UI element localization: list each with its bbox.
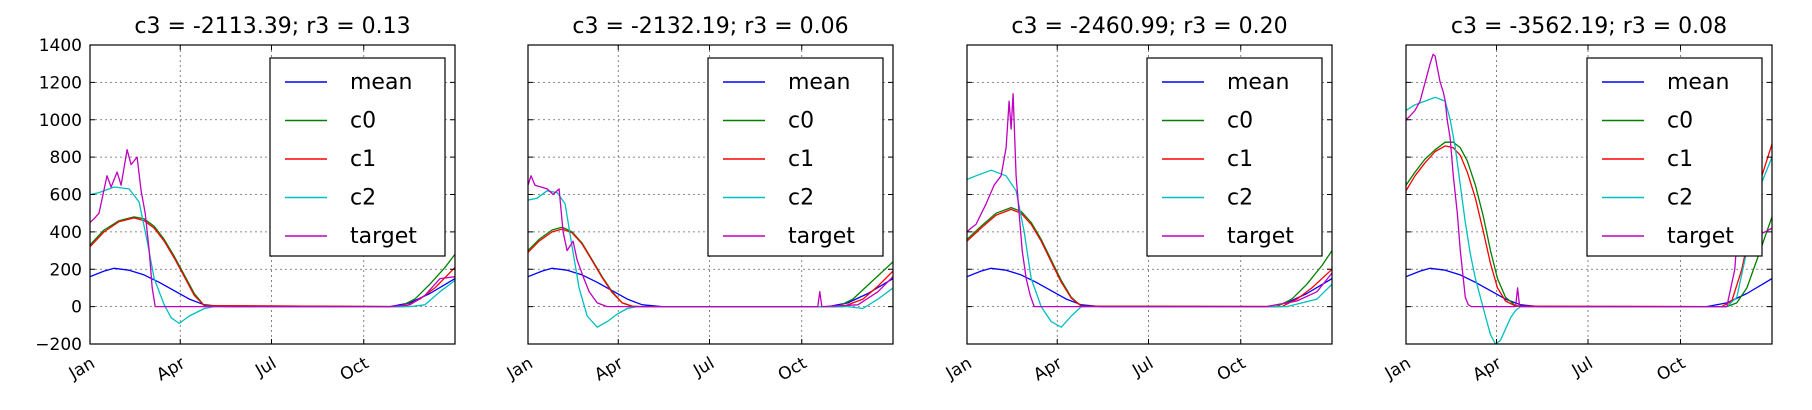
series-line-c1: [528, 228, 893, 308]
y-tick-label: 0: [71, 298, 82, 318]
legend-label-mean: mean: [1667, 70, 1729, 95]
x-tick-label: Oct: [1654, 353, 1690, 385]
legend-label-c2: c2: [1227, 186, 1253, 211]
legend-label-mean: mean: [350, 70, 412, 95]
legend: mean c0 c1 c2 target: [1146, 57, 1323, 257]
x-tick-label: Oct: [1214, 353, 1250, 385]
series-line-c2: [967, 169, 1332, 328]
legend-box: [269, 57, 446, 257]
y-tick-label: 1400: [39, 36, 82, 56]
series-line-c0: [90, 216, 455, 308]
legend-label-c2: c2: [788, 186, 814, 211]
legend-label-c1: c1: [1227, 147, 1253, 172]
series-line-mean: [967, 267, 1332, 308]
legend-label-target: target: [1667, 224, 1734, 249]
series-line-c0: [1406, 141, 1772, 308]
legend-box: [1146, 57, 1323, 257]
series-line-c2: [528, 190, 893, 328]
y-tick-label: 600: [50, 186, 82, 206]
chart-panel-3: Jan Apr Jul Oct c3 = -2460.99; r3 = 0.20 mean…: [942, 14, 1333, 385]
legend: mean c0 c1 c2 target: [1586, 57, 1763, 257]
series-line-c2: [90, 186, 455, 325]
series-line-c1: [1406, 143, 1772, 308]
chart-title: c3 = -3562.19; r3 = 0.08: [1451, 14, 1727, 39]
chart-panel-4: Jan Apr Jul Oct c3 = -3562.19; r3 = 0.08 mean…: [1381, 14, 1773, 385]
x-tick-label: Jul: [251, 353, 280, 381]
series-line-target: [90, 149, 455, 308]
legend-label-mean: mean: [1227, 70, 1289, 95]
x-tick-label: Jan: [503, 353, 537, 384]
legend-label-c0: c0: [1227, 109, 1253, 134]
x-tick-label: Jul: [689, 353, 718, 381]
chart-title: c3 = -2132.19; r3 = 0.06: [572, 14, 848, 39]
legend-label-c2: c2: [350, 186, 376, 211]
y-tick-label: 800: [50, 148, 82, 168]
series-line-mean: [90, 267, 455, 308]
legend-label-c1: c1: [788, 147, 814, 172]
x-tick-label: Jan: [65, 353, 99, 384]
legend-label-c0: c0: [350, 109, 376, 134]
x-tick-label: Apr: [591, 353, 626, 385]
legend-box: [1586, 57, 1763, 257]
chart-title: c3 = -2113.39; r3 = 0.13: [134, 14, 410, 39]
y-tick-label: 1000: [39, 111, 82, 131]
legend-label-c1: c1: [1667, 147, 1693, 172]
x-tick-label: Apr: [1030, 353, 1065, 385]
legend: mean c0 c1 c2 target: [707, 57, 884, 257]
x-tick-label: Jul: [1568, 353, 1597, 381]
legend-label-target: target: [350, 224, 417, 249]
x-tick-label: Jan: [1381, 353, 1415, 384]
legend-label-c1: c1: [350, 147, 376, 172]
x-tick-label: Apr: [1470, 353, 1505, 385]
legend-label-c0: c0: [1667, 109, 1693, 134]
legend-label-target: target: [1227, 224, 1294, 249]
y-tick-label: 200: [50, 260, 82, 280]
series-line-target: [967, 92, 1332, 308]
legend-label-c2: c2: [1667, 186, 1693, 211]
legend-label-c0: c0: [788, 109, 814, 134]
series-line-mean: [1406, 267, 1772, 308]
chart-panel-2: Jan Apr Jul Oct c3 = -2132.19; r3 = 0.06 mean…: [503, 14, 894, 385]
legend-label-target: target: [788, 224, 855, 249]
legend-box: [707, 57, 884, 257]
x-tick-label: Oct: [337, 353, 373, 385]
y-tick-label: 1200: [39, 73, 82, 93]
series-line-c0: [967, 206, 1332, 308]
y-tick-label: 400: [50, 223, 82, 243]
series-line-target: [528, 175, 893, 308]
x-tick-label: Jan: [942, 353, 976, 384]
x-tick-label: Oct: [775, 353, 811, 385]
legend: mean c0 c1 c2 target: [269, 57, 446, 257]
legend-label-mean: mean: [788, 70, 850, 95]
x-tick-label: Apr: [153, 353, 188, 385]
x-tick-label: Jul: [1128, 353, 1157, 381]
chart-title: c3 = -2460.99; r3 = 0.20: [1011, 14, 1287, 39]
y-tick-label: −200: [35, 335, 82, 355]
